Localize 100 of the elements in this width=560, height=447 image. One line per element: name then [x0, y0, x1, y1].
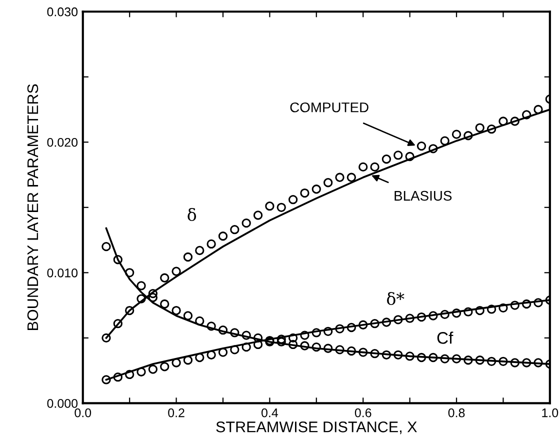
series-label: δ*: [387, 292, 404, 306]
point: [382, 154, 392, 164]
y-tick-label: 0.000: [47, 398, 78, 408]
point: [253, 333, 263, 343]
point: [265, 202, 274, 211]
series-label: δ: [188, 208, 196, 222]
point: [125, 268, 134, 278]
point: [440, 310, 450, 320]
point: [394, 350, 403, 360]
y-tick-label: 0.020: [47, 138, 78, 147]
point: [370, 318, 380, 328]
point: [498, 116, 508, 126]
point: [230, 328, 240, 338]
point: [300, 341, 310, 350]
point: [288, 340, 298, 350]
point: [218, 232, 228, 241]
point: [510, 358, 520, 368]
point: [102, 333, 111, 343]
point: [405, 152, 414, 162]
point: [113, 255, 122, 264]
point: [510, 300, 520, 310]
point: [428, 311, 438, 320]
point: [148, 288, 158, 298]
point: [358, 320, 368, 330]
annotation: COMPUTED: [290, 102, 368, 112]
point: [113, 372, 122, 382]
point: [300, 188, 310, 198]
point: [136, 367, 146, 376]
point: [230, 225, 240, 234]
point: [335, 324, 344, 334]
annotation: BLASIUS: [394, 190, 452, 201]
point: [253, 210, 263, 220]
point: [486, 356, 496, 366]
point: [358, 162, 368, 172]
point: [195, 316, 204, 326]
point: [416, 352, 426, 362]
point: [242, 330, 251, 340]
point: [172, 358, 181, 368]
point: [300, 330, 310, 340]
point: [394, 150, 403, 160]
point: [160, 362, 170, 372]
point: [242, 218, 251, 228]
point: [172, 306, 181, 316]
point: [335, 345, 344, 354]
point: [102, 375, 111, 384]
point: [534, 104, 543, 114]
point: [486, 124, 496, 134]
point: [416, 312, 426, 322]
point: [276, 337, 286, 346]
point: [452, 354, 462, 364]
point: [160, 299, 170, 309]
point: [370, 349, 380, 358]
point: [464, 356, 473, 365]
point: [183, 356, 193, 365]
x-tick-label: 0.2: [168, 408, 184, 418]
point: [195, 352, 204, 362]
x-tick-label: 0.0: [74, 408, 92, 418]
point: [206, 239, 216, 249]
y-tick-label: 0.030: [47, 7, 78, 16]
point: [335, 172, 344, 182]
point: [253, 340, 263, 350]
point: [522, 299, 532, 309]
point: [346, 322, 356, 332]
y-tick-label: 0.010: [47, 268, 78, 278]
x-tick-label: 0.4: [261, 408, 278, 418]
point: [125, 370, 134, 380]
point: [136, 281, 146, 290]
x-tick-label: 0.6: [354, 408, 372, 418]
point: [464, 307, 473, 316]
point: [428, 352, 438, 362]
point: [498, 303, 508, 312]
point: [230, 345, 240, 354]
point: [346, 172, 356, 182]
x-axis-title: STREAMWISE DISTANCE, X: [216, 422, 417, 434]
point: [195, 246, 204, 256]
x-tick-label: 1.0: [542, 408, 558, 418]
x-tick-label: 0.8: [448, 408, 465, 418]
point: [312, 328, 321, 338]
point: [312, 342, 321, 352]
point: [323, 326, 333, 336]
point: [452, 308, 462, 318]
point: [405, 314, 414, 323]
point: [148, 292, 158, 302]
point: [370, 162, 380, 172]
point: [125, 306, 134, 316]
point: [358, 348, 368, 357]
point: [160, 273, 170, 282]
point: [206, 350, 216, 360]
point: [276, 202, 286, 212]
point: [218, 348, 228, 357]
point: [475, 356, 484, 365]
point: [486, 304, 496, 314]
point: [172, 266, 181, 276]
point: [428, 144, 438, 154]
point: [382, 350, 392, 360]
point: [498, 356, 508, 366]
point: [534, 358, 543, 368]
y-axis-title: BOUNDARY LAYER PARAMETERS: [27, 84, 38, 330]
point: [312, 184, 321, 194]
point: [510, 116, 520, 126]
